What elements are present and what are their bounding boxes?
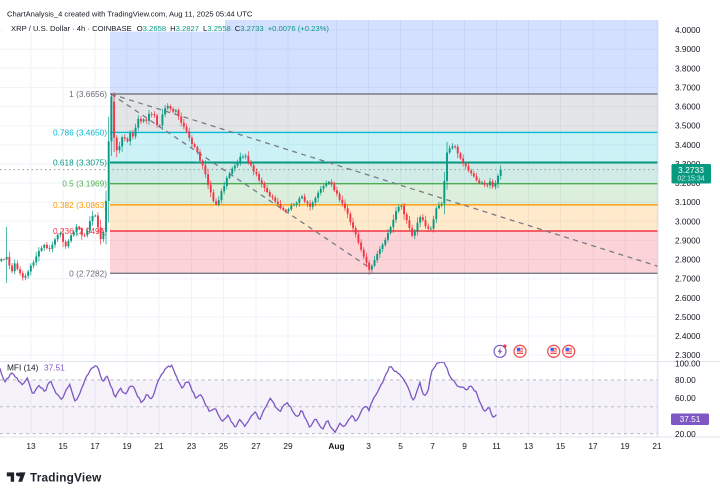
svg-text:2.5000: 2.5000 xyxy=(675,312,701,322)
svg-text:15: 15 xyxy=(58,441,68,451)
svg-text:9: 9 xyxy=(462,441,467,451)
svg-text:2.8000: 2.8000 xyxy=(675,255,701,265)
svg-text:0.236 (2.9494): 0.236 (2.9494) xyxy=(53,226,107,236)
svg-text:13: 13 xyxy=(26,441,36,451)
svg-text:29: 29 xyxy=(283,441,293,451)
svg-text:21: 21 xyxy=(154,441,164,451)
svg-text:3.7000: 3.7000 xyxy=(675,83,701,93)
svg-text:37.51: 37.51 xyxy=(680,414,701,424)
svg-text:3.2733: 3.2733 xyxy=(678,165,704,175)
svg-text:3.9000: 3.9000 xyxy=(675,44,701,54)
svg-text:19: 19 xyxy=(620,441,630,451)
svg-text:21: 21 xyxy=(652,441,662,451)
svg-text:11: 11 xyxy=(492,441,501,451)
svg-text:0.5 (3.1969): 0.5 (3.1969) xyxy=(62,179,107,189)
svg-text:20.00: 20.00 xyxy=(675,429,696,439)
svg-text:1 (3.6656): 1 (3.6656) xyxy=(69,89,107,99)
svg-text:MFI (14): MFI (14) xyxy=(7,363,39,373)
svg-text:27: 27 xyxy=(251,441,261,451)
svg-text:3.6000: 3.6000 xyxy=(675,102,701,112)
svg-text:3.3000: 3.3000 xyxy=(675,159,701,169)
svg-text:2.6000: 2.6000 xyxy=(675,293,701,303)
svg-text:2.9000: 2.9000 xyxy=(675,235,701,245)
svg-text:4.0000: 4.0000 xyxy=(675,25,701,35)
svg-text:0.618 (3.3075): 0.618 (3.3075) xyxy=(53,158,107,168)
svg-text:3.1000: 3.1000 xyxy=(675,197,701,207)
svg-text:ChartAnalysis_4 created with T: ChartAnalysis_4 created with TradingView… xyxy=(7,9,253,18)
svg-text:2.4000: 2.4000 xyxy=(675,331,701,341)
svg-text:17: 17 xyxy=(588,441,598,451)
svg-text:3.5000: 3.5000 xyxy=(675,121,701,131)
svg-text:2.3000: 2.3000 xyxy=(675,350,701,360)
svg-text:7: 7 xyxy=(430,441,435,451)
svg-text:3.4000: 3.4000 xyxy=(675,140,701,150)
svg-text:100.00: 100.00 xyxy=(675,359,701,369)
svg-text:3: 3 xyxy=(366,441,371,451)
svg-text:23: 23 xyxy=(187,441,197,451)
svg-text:0.786 (3.4650): 0.786 (3.4650) xyxy=(53,127,107,137)
svg-text:13: 13 xyxy=(524,441,534,451)
svg-text:2.7000: 2.7000 xyxy=(675,274,701,284)
svg-text:0 (2.7282): 0 (2.7282) xyxy=(69,268,107,278)
svg-text:80.00: 80.00 xyxy=(675,375,696,385)
svg-text:37.51: 37.51 xyxy=(44,363,65,373)
svg-text:3.8000: 3.8000 xyxy=(675,63,701,73)
svg-text:0.382 (3.0863): 0.382 (3.0863) xyxy=(53,200,107,210)
svg-text:25: 25 xyxy=(219,441,229,451)
svg-text:Aug: Aug xyxy=(328,441,344,451)
svg-text:5: 5 xyxy=(398,441,403,451)
svg-text:3.0000: 3.0000 xyxy=(675,216,701,226)
svg-text:17: 17 xyxy=(90,441,100,451)
svg-text:15: 15 xyxy=(556,441,566,451)
svg-text:TradingView: TradingView xyxy=(30,471,102,485)
svg-text:XRP / U.S. Dollar · 4h · COINB: XRP / U.S. Dollar · 4h · COINBASE O3.2658… xyxy=(11,24,329,33)
svg-text:19: 19 xyxy=(122,441,132,451)
svg-text:60.00: 60.00 xyxy=(675,393,696,403)
svg-text:02:15:34: 02:15:34 xyxy=(677,176,704,183)
